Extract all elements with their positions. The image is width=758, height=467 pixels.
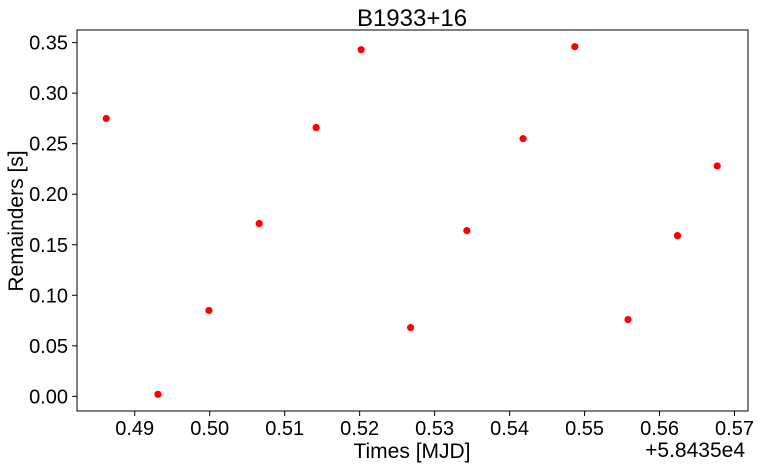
y-axis-ticks: 0.00 0.05 0.10 0.15 0.20 0.25 0.30 0.35 bbox=[29, 33, 77, 408]
y-tick-label: 0.05 bbox=[29, 336, 68, 358]
data-point bbox=[519, 135, 527, 143]
x-tick-label: 0.57 bbox=[715, 418, 754, 440]
data-point bbox=[463, 227, 471, 235]
y-tick-label: 0.15 bbox=[29, 235, 68, 257]
x-tick-label: 0.49 bbox=[115, 418, 154, 440]
x-tick-label: 0.52 bbox=[340, 418, 379, 440]
x-tick-label: 0.51 bbox=[265, 418, 304, 440]
data-points bbox=[102, 43, 721, 398]
y-tick-label: 0.25 bbox=[29, 134, 68, 156]
data-point bbox=[205, 306, 213, 315]
data-point bbox=[571, 43, 579, 51]
y-tick-label: 0.10 bbox=[29, 285, 68, 307]
data-point bbox=[312, 123, 320, 132]
x-tick-label: 0.50 bbox=[190, 418, 229, 440]
y-tick-label: 0.30 bbox=[29, 83, 68, 105]
y-tick-label: 0.00 bbox=[29, 386, 68, 408]
x-tick-label: 0.56 bbox=[640, 418, 679, 440]
y-tick-label: 0.35 bbox=[29, 33, 68, 55]
x-axis-label: Times [MJD] bbox=[353, 440, 470, 463]
x-tick-label: 0.54 bbox=[490, 418, 529, 440]
x-axis-offset-label: +5.8435e4 bbox=[645, 439, 745, 462]
data-point bbox=[407, 324, 415, 332]
data-point bbox=[154, 390, 162, 398]
plot-area-frame bbox=[76, 29, 749, 412]
x-axis-ticks: 0.49 0.50 0.51 0.52 0.53 0.54 0.55 0.56 0.57 bbox=[115, 411, 754, 440]
x-tick-label: 0.53 bbox=[415, 418, 454, 440]
y-tick-label: 0.20 bbox=[29, 184, 68, 206]
data-point bbox=[255, 219, 263, 228]
chart-title: B1933+16 bbox=[357, 5, 467, 32]
x-tick-label: 0.55 bbox=[565, 418, 604, 440]
data-point bbox=[673, 232, 682, 240]
data-point bbox=[624, 315, 632, 324]
data-point bbox=[357, 46, 365, 54]
data-point bbox=[102, 114, 110, 123]
y-axis-label: Remainders [s] bbox=[5, 150, 28, 291]
data-point bbox=[713, 162, 721, 170]
